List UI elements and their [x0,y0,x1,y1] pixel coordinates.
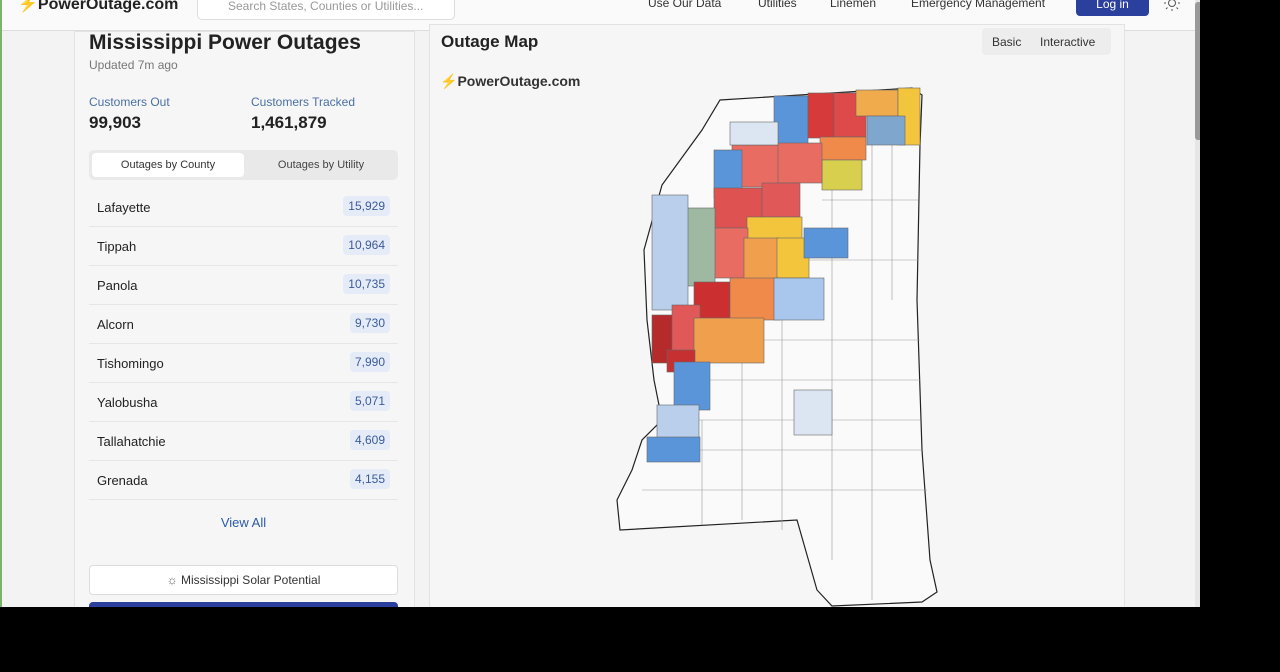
county-name: Panola [97,278,138,293]
county-name: Lafayette [97,200,151,215]
login-text: Log in [1096,0,1129,11]
tab-text: Outages by Utility [277,159,365,171]
view-all-link[interactable]: View All [220,515,267,530]
nav-link[interactable]: Linemen [830,0,877,10]
logo-text: PowerOutage.com [37,0,179,13]
county-name: Alcorn [97,317,134,332]
tab-active[interactable]: Outages by County [92,153,244,177]
logo[interactable]: ⚡PowerOutage.com [18,0,178,14]
solar-button[interactable]: ☼ Mississippi Solar Potential [89,565,398,595]
county-row[interactable]: Grenada 4,155 [89,461,398,500]
sun-icon: ☼ [166,573,181,587]
county-name: Tallahatchie [97,434,166,449]
outage-count: 4,609 [349,430,390,450]
county-name: Tishomingo [97,356,164,371]
mode-button[interactable]: Interactive [1040,35,1096,49]
county-row[interactable]: Alcorn 9,730 [89,305,398,344]
county-row[interactable]: Panola 10,735 [89,266,398,305]
outage-count: 5,071 [349,391,390,411]
stat-value: 99,903 [89,113,141,132]
stat-value: 1,461,879 [251,113,327,132]
page-title: Mississippi Power Outages [89,31,361,54]
login-button[interactable]: Log in [1076,0,1149,16]
stat-label: Customers Out [89,95,170,109]
action-button[interactable] [89,602,398,607]
outage-count: 4,155 [349,469,390,489]
nav-link[interactable]: Utilities [758,0,797,10]
updated-time: Updated 7m ago [89,58,178,72]
stat-label: Customers Tracked [251,95,356,109]
mode-button[interactable]: Basic [992,35,1022,49]
theme-toggle[interactable] [1164,0,1180,11]
county-row[interactable]: Tishomingo 7,990 [89,344,398,383]
county-name: Yalobusha [97,395,158,410]
watermark-text: PowerOutage.com [457,73,581,89]
solar-text: Mississippi Solar Potential [180,573,321,587]
browser-viewport: ⚡PowerOutage.com Search States, Counties… [0,0,1200,607]
search-box[interactable]: Search States, Counties or Utilities... [197,0,455,20]
county-row[interactable]: Lafayette 15,929 [89,188,398,227]
outage-count: 10,964 [343,235,390,255]
tab-text: Outages by County [120,159,216,171]
state-map [616,87,938,607]
top-bar: ⚡PowerOutage.com Search States, Counties… [2,0,1200,31]
county-name: Grenada [97,473,148,488]
map-mode-toggle: Basic Interactive [982,28,1111,55]
outage-count: 15,929 [343,196,390,216]
map-title: Outage Map [441,32,539,51]
bolt-icon: ⚡ [440,73,458,89]
county-fills [646,87,921,463]
scrollbar-track [1195,0,1200,607]
tab[interactable]: Outages by Utility [246,153,396,177]
county-row[interactable]: Tallahatchie 4,609 [89,422,398,461]
nav-link[interactable]: Emergency Management [911,0,1046,10]
county-row[interactable]: Tippah 10,964 [89,227,398,266]
scrollbar-thumb[interactable] [1195,2,1200,140]
search-placeholder: Search States, Counties or Utilities... [228,0,424,13]
outage-count: 10,735 [343,274,390,294]
county-name: Tippah [97,239,137,254]
tab-bar: Outages by County Outages by Utility [89,150,398,180]
outage-count: 9,730 [349,313,390,333]
bolt-icon: ⚡ [18,0,38,13]
outage-count: 7,990 [349,352,390,372]
map-watermark: ⚡PowerOutage.com [440,73,580,90]
nav-link[interactable]: Use Our Data [648,0,722,10]
county-row[interactable]: Yalobusha 5,071 [89,383,398,422]
